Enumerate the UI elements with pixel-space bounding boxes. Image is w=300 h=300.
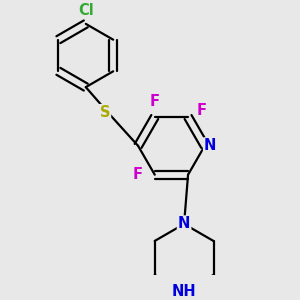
Text: F: F [132, 167, 142, 182]
Text: Cl: Cl [78, 3, 94, 18]
Text: S: S [100, 105, 110, 120]
Text: NH: NH [172, 284, 196, 299]
Text: N: N [178, 217, 190, 232]
Text: F: F [150, 94, 160, 109]
Text: N: N [204, 138, 216, 153]
Text: F: F [196, 103, 206, 118]
